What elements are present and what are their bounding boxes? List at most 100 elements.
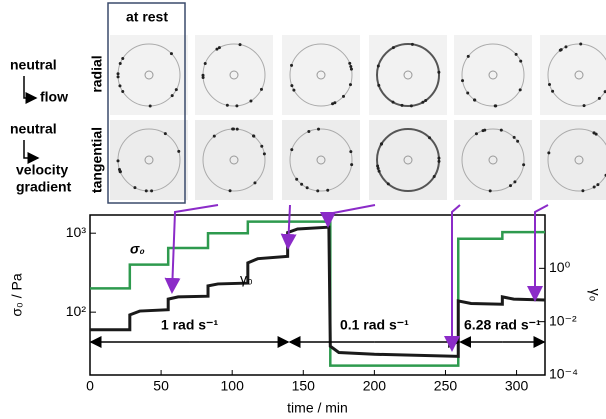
spot — [121, 56, 125, 60]
spot — [424, 98, 428, 102]
series-label: γ₀ — [240, 271, 253, 287]
spot — [376, 166, 380, 170]
beamstop — [403, 155, 413, 165]
x-axis-label: time / min — [287, 400, 348, 416]
spot — [170, 94, 174, 98]
spot — [514, 52, 518, 56]
spot — [391, 100, 395, 104]
spot — [317, 127, 321, 131]
beamstop — [229, 70, 239, 80]
spot — [597, 96, 601, 100]
spot — [349, 64, 353, 68]
spot — [201, 75, 205, 79]
spot — [231, 127, 235, 131]
spot — [466, 54, 470, 58]
ring — [547, 128, 606, 192]
beamstop — [403, 70, 413, 80]
flow-label: flow — [40, 89, 68, 105]
spot — [349, 150, 353, 154]
ring — [376, 43, 440, 107]
beamstop — [144, 155, 154, 165]
neutral-label: neutral — [10, 121, 57, 137]
spot — [121, 89, 125, 93]
spot — [410, 42, 414, 46]
spot — [437, 70, 441, 74]
y-tick-label: 10² — [66, 303, 87, 319]
spot — [581, 189, 585, 193]
spot — [215, 47, 219, 51]
spot — [558, 48, 562, 52]
spot — [326, 188, 330, 192]
spot — [437, 156, 441, 160]
spot — [253, 181, 257, 185]
spot — [177, 149, 181, 153]
spot — [201, 73, 205, 77]
spot — [238, 43, 242, 47]
spot — [348, 83, 352, 87]
spot — [331, 102, 335, 106]
image-bg — [369, 120, 447, 200]
series-line — [90, 225, 546, 358]
image-bg — [454, 35, 532, 115]
spot — [118, 84, 122, 88]
tangential-label: tangential — [89, 127, 105, 193]
spot — [116, 159, 120, 163]
spot — [376, 164, 380, 168]
ring — [547, 43, 606, 107]
x-tick-label: 300 — [505, 378, 529, 394]
spot — [116, 75, 120, 79]
spot — [400, 103, 404, 107]
spot — [212, 134, 216, 138]
spot — [466, 91, 470, 95]
spot — [341, 94, 345, 98]
spot — [228, 189, 232, 193]
spot — [305, 186, 309, 190]
spot — [290, 84, 294, 88]
spot — [386, 182, 390, 186]
spot — [432, 175, 436, 179]
image-bg — [195, 120, 273, 200]
y2-axis-label: γ₀ — [587, 289, 603, 302]
spot — [169, 52, 173, 56]
spot — [348, 61, 352, 65]
spot — [579, 42, 583, 46]
spot — [144, 189, 148, 193]
spot — [582, 104, 586, 108]
spot — [235, 104, 239, 108]
x-tick-label: 50 — [153, 378, 169, 394]
ring — [289, 128, 353, 192]
spot — [333, 101, 337, 105]
neutral-label: neutral — [10, 57, 57, 73]
spot — [292, 88, 296, 92]
spot — [594, 132, 598, 136]
series-line — [90, 220, 545, 367]
scattering-images — [110, 35, 606, 200]
beamstop — [144, 70, 154, 80]
spot — [163, 132, 167, 136]
spot — [349, 67, 353, 71]
spot — [509, 184, 513, 188]
spot — [377, 169, 381, 173]
spot — [512, 135, 516, 139]
spot — [316, 189, 320, 193]
spot — [300, 182, 304, 186]
spot — [118, 170, 122, 174]
spot — [481, 129, 485, 133]
beamstop — [488, 155, 498, 165]
image-bg — [369, 35, 447, 115]
spot — [547, 83, 551, 87]
image-bg — [110, 120, 188, 200]
beamstop — [574, 155, 584, 165]
spot — [148, 104, 152, 108]
spot — [380, 142, 384, 146]
spot — [474, 132, 478, 136]
beamstop — [316, 70, 326, 80]
chart: 0 50 100 150 200 250 300 10² 10³ 10⁻⁴ 10⁻² 10⁰ time … — [9, 214, 603, 416]
spot — [350, 163, 354, 167]
spot — [473, 98, 477, 102]
image-bg — [282, 120, 360, 200]
beamstop — [488, 70, 498, 80]
spot — [252, 134, 256, 138]
spot — [249, 99, 253, 103]
spot — [596, 183, 600, 187]
